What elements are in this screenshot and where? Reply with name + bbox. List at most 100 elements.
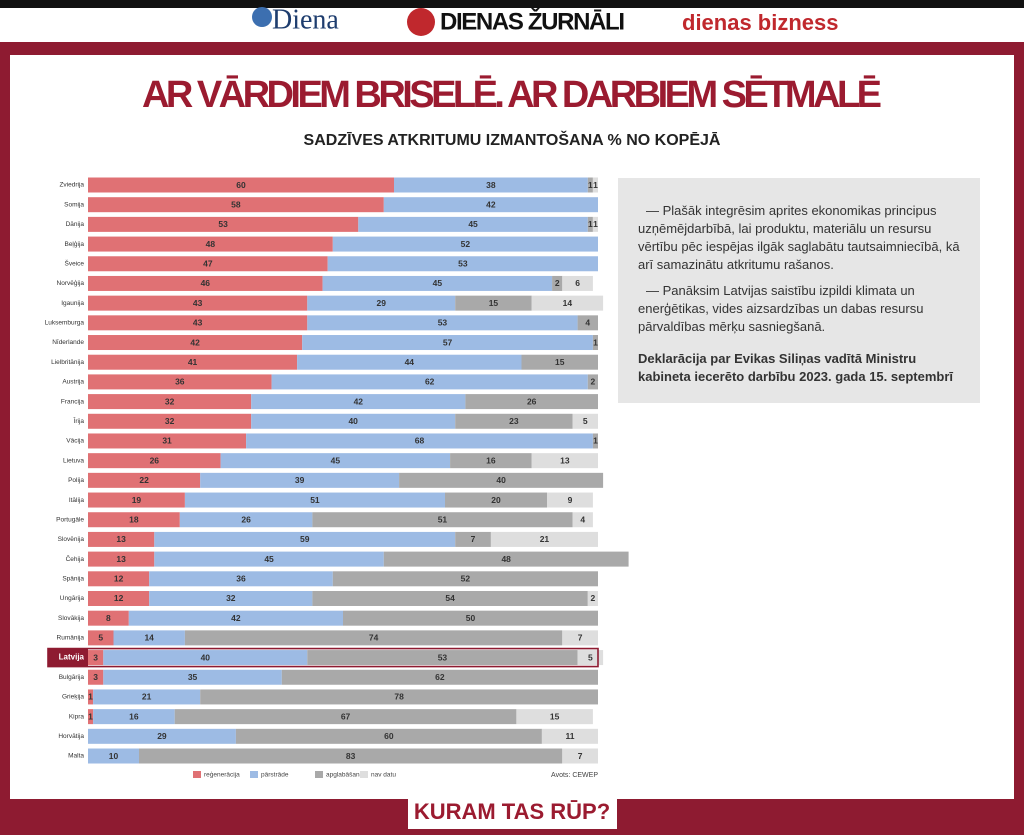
value-label: 78 xyxy=(394,692,404,702)
bar-segment xyxy=(450,453,532,469)
value-label: 62 xyxy=(435,672,445,682)
bar-segment xyxy=(88,709,94,725)
bar-segment xyxy=(88,531,155,547)
y-tick-label: Kipra xyxy=(69,713,85,720)
value-label: 51 xyxy=(310,495,320,505)
bar-segment xyxy=(88,453,221,469)
value-label: 1 xyxy=(593,180,598,190)
y-tick-label: Čehija xyxy=(66,554,85,563)
value-label: 50 xyxy=(466,613,476,623)
value-label: 14 xyxy=(563,298,573,308)
bar-segment xyxy=(235,728,542,744)
value-label: 5 xyxy=(583,416,588,426)
bar-segment xyxy=(547,492,593,508)
y-tick-label: Rumānija xyxy=(57,635,85,642)
bar-segment xyxy=(88,512,180,528)
bar-segment xyxy=(88,728,236,744)
bar-segment xyxy=(572,512,593,528)
value-label: 22 xyxy=(139,475,149,485)
bar-segment xyxy=(587,590,598,606)
value-label: 40 xyxy=(496,475,506,485)
y-tick-label: Spānija xyxy=(62,576,84,583)
value-label: 58 xyxy=(231,199,241,209)
value-label: 43 xyxy=(193,298,203,308)
bar-segment xyxy=(312,590,588,606)
y-tick-label: Slovākija xyxy=(58,615,84,622)
bar-segment xyxy=(281,669,598,685)
bar-segment xyxy=(332,571,598,587)
y-tick-label: Francija xyxy=(61,398,85,405)
y-tick-label: Lielbritānija xyxy=(51,359,84,366)
chart-subtitle: SADZĪVES ATKRITUMU IZMANTOŠANA % NO KOPĒ… xyxy=(304,130,721,149)
legend-label: nav datu xyxy=(371,772,396,779)
value-label: 53 xyxy=(438,318,448,328)
value-label: 14 xyxy=(144,633,154,643)
bar-segment xyxy=(88,472,201,488)
value-label: 47 xyxy=(203,259,213,269)
y-tick-label: Somija xyxy=(64,201,84,208)
bar-segment xyxy=(312,512,573,528)
value-label: 7 xyxy=(578,633,583,643)
bar-segment xyxy=(383,197,598,213)
bar-segment xyxy=(88,236,333,252)
bar-segment xyxy=(220,453,451,469)
value-label: 51 xyxy=(438,514,448,524)
bar-segment xyxy=(383,551,629,567)
value-label: 38 xyxy=(486,180,496,190)
y-tick-label: Norvēģija xyxy=(57,279,85,287)
bar-segment xyxy=(88,256,328,272)
value-label: 11 xyxy=(565,731,574,741)
value-label: 3 xyxy=(93,652,98,662)
bar-segment xyxy=(103,669,282,685)
bar-segment xyxy=(465,394,598,410)
bar-segment xyxy=(587,177,593,193)
value-label: 12 xyxy=(114,593,124,603)
value-label: 26 xyxy=(241,514,251,524)
bar-segment xyxy=(139,748,563,764)
y-tick-label: Beļģija xyxy=(64,240,84,248)
value-label: 26 xyxy=(527,396,537,406)
value-label: 68 xyxy=(415,436,425,446)
value-label: 41 xyxy=(188,357,198,367)
value-label: 13 xyxy=(116,534,126,544)
value-label: 32 xyxy=(165,416,175,426)
bar-segment xyxy=(307,315,578,331)
bar-segment xyxy=(592,335,598,351)
legend-label: pārstrāde xyxy=(261,772,289,779)
value-label: 13 xyxy=(116,554,126,564)
y-tick-label: Portugāle xyxy=(56,516,84,523)
quote-source: Deklarācija par Evikas Siliņas vadītā Mi… xyxy=(638,351,954,384)
value-label: 42 xyxy=(190,337,200,347)
value-label: 13 xyxy=(560,455,570,465)
value-label: 45 xyxy=(264,554,274,564)
legend-swatch xyxy=(360,771,368,778)
value-label: 52 xyxy=(461,239,471,249)
value-label: 46 xyxy=(201,278,211,288)
value-label: 5 xyxy=(588,652,593,662)
value-label: 1 xyxy=(588,219,593,229)
y-tick-label: Igaunija xyxy=(61,300,84,307)
bar-segment xyxy=(358,216,588,232)
value-label: 74 xyxy=(369,633,379,643)
bar-segment xyxy=(516,709,593,725)
value-label: 39 xyxy=(295,475,305,485)
y-tick-label: Šveice xyxy=(64,258,84,267)
value-label: 36 xyxy=(175,377,185,387)
value-label: 16 xyxy=(129,711,139,721)
bar-segment xyxy=(246,433,593,449)
value-label: 52 xyxy=(461,574,471,584)
paragraph: — Plašāk integrēsim aprites ekonomikas p… xyxy=(638,203,960,272)
source: Avots: CEWEP xyxy=(551,772,598,779)
bar-segment xyxy=(88,433,247,449)
bar-segment xyxy=(184,492,445,508)
value-label: 53 xyxy=(218,219,228,229)
y-tick-label: Luksemburga xyxy=(45,320,85,327)
bar-segment xyxy=(93,689,201,705)
bar-segment xyxy=(307,650,578,666)
value-label: 4 xyxy=(580,514,585,524)
logo: Diena xyxy=(272,4,339,35)
bar-segment xyxy=(562,275,593,291)
bar-segment xyxy=(154,551,384,567)
bar-segment xyxy=(88,275,323,291)
